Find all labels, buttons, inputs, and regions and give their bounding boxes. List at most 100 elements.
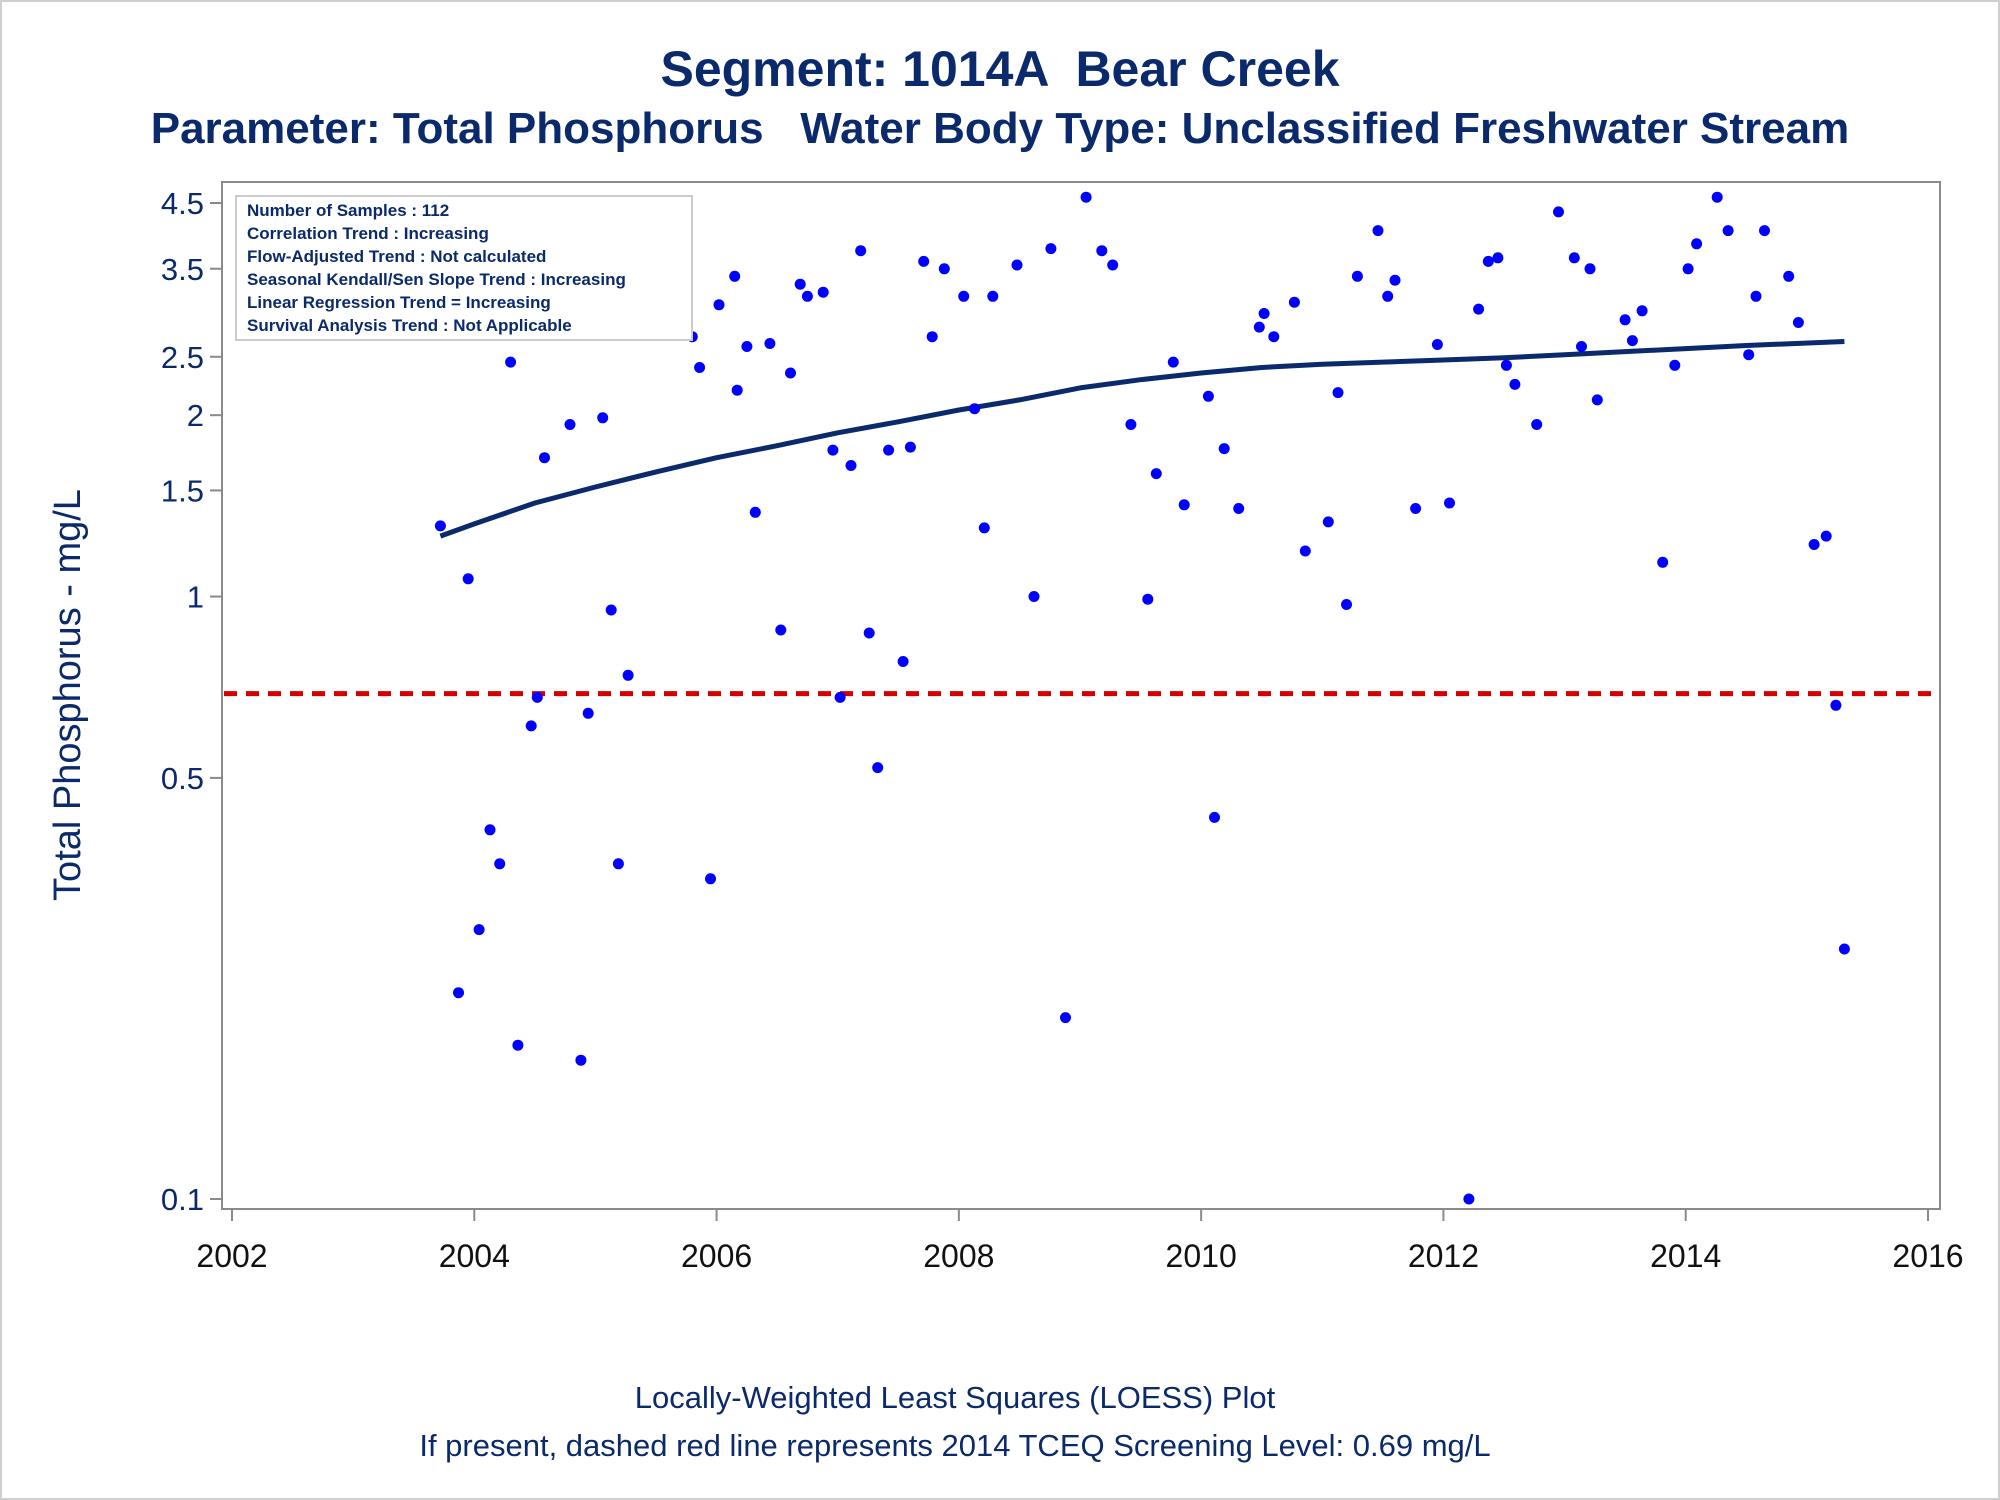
data-point [1332, 387, 1344, 399]
data-point [1431, 339, 1443, 350]
data-point [612, 858, 624, 870]
data-point [582, 707, 594, 719]
data-point [622, 669, 634, 681]
data-point [1492, 252, 1504, 264]
data-point [713, 299, 725, 311]
data-point [575, 1054, 587, 1066]
data-point [1389, 274, 1401, 286]
data-point [1444, 497, 1455, 509]
data-point [1218, 443, 1230, 455]
data-point [1202, 390, 1214, 402]
y-axis: 0.1 0.5 1 1.5 2 2.5 3.5 4.5 [161, 186, 222, 1217]
data-point [694, 362, 706, 373]
data-point [473, 924, 485, 936]
y-tick-label: 0.5 [161, 761, 204, 796]
data-point [1509, 378, 1521, 390]
data-point [1258, 308, 1270, 319]
x-tick-label: 2004 [439, 1238, 510, 1274]
x-tick-label: 2008 [923, 1238, 994, 1274]
data-point [1830, 699, 1842, 711]
data-point [1060, 1012, 1071, 1024]
info-line-survival-analysis: Survival Analysis Trend : Not Applicable [247, 316, 572, 335]
data-point [1473, 303, 1485, 315]
data-point [801, 290, 813, 302]
data-point [1268, 331, 1280, 343]
data-point [1372, 225, 1384, 237]
data-point [1045, 243, 1057, 255]
data-point [462, 573, 474, 585]
data-point [1636, 305, 1648, 317]
data-point [1150, 468, 1162, 480]
info-line-linear-regression: Linear Regression Trend = Increasing [247, 293, 551, 312]
data-point [1142, 593, 1154, 605]
data-point [512, 1039, 524, 1051]
data-point [834, 691, 846, 703]
x-tick-label: 2010 [1166, 1238, 1237, 1274]
data-point [1576, 341, 1587, 352]
info-box-border [235, 195, 693, 341]
data-point [1080, 191, 1092, 203]
data-point [794, 278, 806, 290]
data-point [855, 245, 867, 257]
data-point [863, 627, 875, 639]
data-point [525, 720, 537, 732]
data-point [883, 444, 895, 456]
data-point [1410, 503, 1422, 514]
chart-subtitle: Parameter: Total Phosphorus Water Body T… [150, 104, 1850, 153]
data-point [1626, 335, 1638, 347]
data-point [731, 384, 743, 396]
info-line-flow-adjusted: Flow-Adjusted Trend : Not calculated [247, 247, 546, 266]
x-axis: 2002 2004 2006 2008 2010 2012 2014 2016 [196, 1209, 1964, 1274]
data-point [1531, 419, 1543, 430]
data-point [1107, 259, 1119, 271]
data-point [785, 367, 796, 379]
data-point [729, 270, 741, 282]
chart-title: Segment: 1014A Bear Creek [660, 41, 1340, 97]
data-point [872, 762, 884, 774]
x-tick-label: 2006 [681, 1238, 752, 1274]
data-point [1209, 811, 1220, 823]
data-point [958, 290, 970, 302]
data-point [1669, 359, 1681, 371]
loess-layer [439, 339, 1845, 539]
data-point [938, 263, 950, 275]
data-point [539, 452, 550, 464]
data-point [1792, 317, 1804, 328]
data-point [1759, 225, 1770, 237]
loess-curve [439, 339, 1845, 539]
data-point [1178, 499, 1190, 511]
y-tick-label: 1 [187, 580, 204, 615]
x-tick-label: 2016 [1892, 1238, 1963, 1274]
y-tick-label: 2 [187, 398, 204, 433]
data-point [1568, 252, 1580, 264]
data-point [453, 987, 464, 999]
data-point [987, 290, 999, 302]
data-point [564, 419, 576, 430]
data-point [494, 858, 506, 870]
x-tick-label: 2002 [196, 1238, 267, 1274]
data-point [1233, 503, 1245, 514]
data-point [1750, 290, 1762, 302]
data-point [897, 656, 909, 667]
data-point [1011, 259, 1023, 271]
data-point [1808, 539, 1820, 550]
data-point [918, 255, 930, 267]
data-point [926, 331, 938, 343]
data-point [1167, 356, 1179, 368]
data-point [1463, 1193, 1475, 1205]
data-point [1722, 225, 1734, 237]
footnote-loess: Locally-Weighted Least Squares (LOESS) P… [634, 1380, 1276, 1415]
data-point [1482, 255, 1494, 267]
data-point [1322, 516, 1334, 528]
y-tick-label: 2.5 [161, 340, 204, 375]
data-point [775, 624, 787, 636]
data-point [1584, 263, 1596, 275]
data-point [817, 286, 829, 298]
data-point [1288, 296, 1300, 308]
info-line-samples: Number of Samples : 112 [247, 201, 449, 220]
data-point [978, 522, 990, 534]
data-point [1657, 556, 1669, 568]
data-point [1351, 270, 1363, 282]
data-point [1691, 238, 1703, 250]
